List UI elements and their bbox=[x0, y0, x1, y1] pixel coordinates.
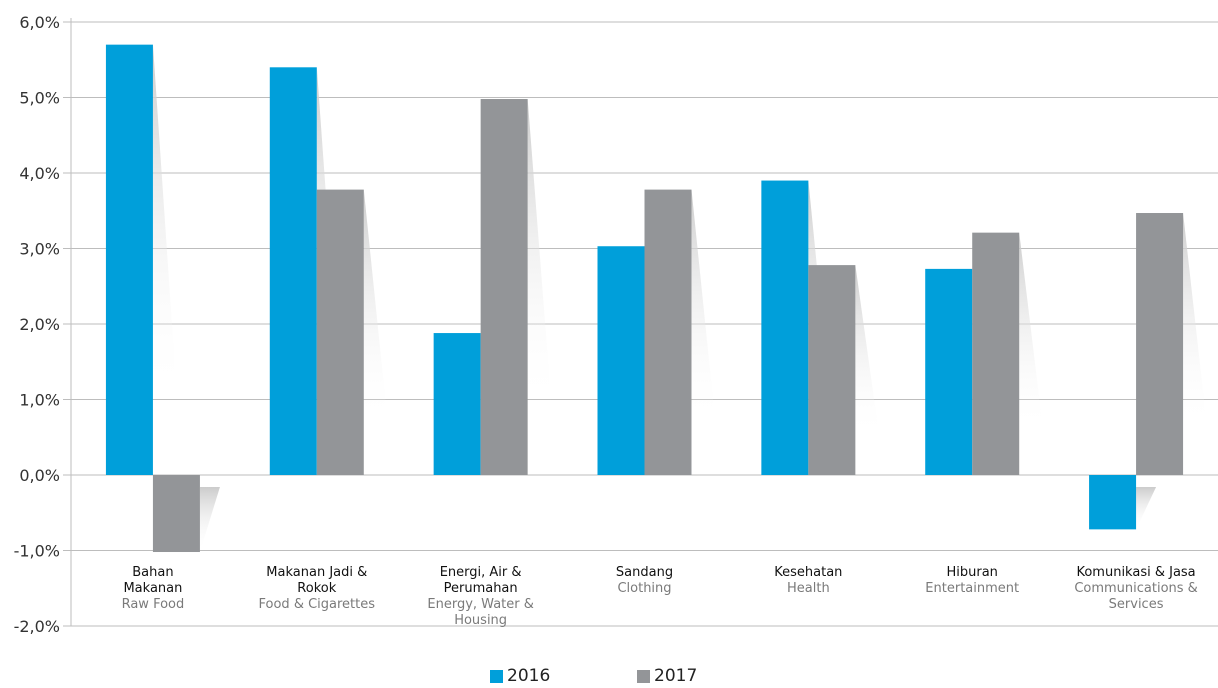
category-label-sub: Entertainment bbox=[925, 581, 1019, 596]
bar-2016 bbox=[925, 268, 973, 475]
category-label-main: Kesehatan bbox=[774, 565, 842, 580]
bar-2017 bbox=[480, 99, 528, 475]
bar-2017 bbox=[152, 475, 200, 553]
y-tick-label: 3,0% bbox=[19, 240, 60, 259]
bar-2017 bbox=[644, 189, 692, 476]
category-label-main: Makanan bbox=[123, 581, 182, 596]
category-label-sub: Housing bbox=[454, 613, 507, 628]
category-label-main: Komunikasi & Jasa bbox=[1076, 565, 1195, 580]
bar-shadow bbox=[855, 265, 880, 438]
legend-label: 2017 bbox=[654, 666, 698, 686]
category-label-sub: Clothing bbox=[617, 581, 671, 596]
category-label-main: Energi, Air & bbox=[440, 565, 522, 580]
bar-shadow bbox=[1183, 213, 1208, 428]
bar-2017 bbox=[1136, 213, 1184, 475]
bar-2017 bbox=[808, 265, 856, 475]
category-label-main: Sandang bbox=[616, 565, 673, 580]
category-label-sub: Energy, Water & bbox=[427, 597, 533, 612]
bar-2016 bbox=[105, 44, 153, 476]
category-label-sub: Raw Food bbox=[122, 597, 185, 612]
bar-chart: 6,0% 5,0% 4,0% 3,0% 2,0% 1,0% 0,0% -1,0% -2,0% B… bbox=[14, 13, 1218, 636]
legend-item-2016: 2016 bbox=[490, 666, 550, 686]
bar-2016 bbox=[1089, 475, 1137, 530]
category-label-main: Makanan Jadi & bbox=[266, 565, 367, 580]
category-label-sub: Communications & bbox=[1074, 581, 1198, 596]
bar-shadow bbox=[199, 487, 220, 553]
bar-2017 bbox=[316, 189, 364, 476]
legend-swatch bbox=[490, 669, 503, 683]
bar-2016 bbox=[433, 333, 481, 475]
y-tick-label: -2,0% bbox=[14, 617, 60, 636]
bars bbox=[105, 44, 1184, 553]
bar-shadow bbox=[527, 99, 552, 408]
legend-item-2017: 2017 bbox=[637, 666, 697, 686]
legend: 2016 2017 bbox=[0, 666, 1218, 688]
y-tick-label: 1,0% bbox=[19, 391, 60, 410]
bar-2016 bbox=[597, 246, 645, 475]
bar-shadow bbox=[691, 189, 716, 424]
y-tick-label: 6,0% bbox=[19, 13, 60, 32]
bar-shadow bbox=[1136, 487, 1157, 530]
bar-shadow bbox=[1019, 232, 1044, 432]
y-tick-label: 5,0% bbox=[19, 89, 60, 108]
category-label-main: Bahan bbox=[132, 565, 173, 580]
legend-swatch bbox=[637, 669, 650, 683]
bar-2017 bbox=[972, 232, 1020, 475]
y-tick-label: 2,0% bbox=[19, 315, 60, 334]
y-tick-label: -1,0% bbox=[14, 542, 60, 561]
category-label-main: Perumahan bbox=[444, 581, 518, 596]
category-label-main: Hiburan bbox=[946, 565, 997, 580]
legend-label: 2016 bbox=[507, 666, 551, 686]
bar-shadow bbox=[152, 44, 177, 398]
category-label-main: Rokok bbox=[297, 581, 336, 596]
bar-shadow bbox=[363, 189, 388, 424]
category-label-sub: Food & Cigarettes bbox=[259, 597, 376, 612]
y-axis: 6,0% 5,0% 4,0% 3,0% 2,0% 1,0% 0,0% -1,0% -2,0% bbox=[14, 13, 72, 636]
category-label-sub: Health bbox=[787, 581, 830, 596]
bar-2016 bbox=[761, 180, 809, 476]
y-tick-label: 4,0% bbox=[19, 164, 60, 183]
bar-2016 bbox=[269, 67, 317, 476]
y-tick-label: 0,0% bbox=[19, 466, 60, 485]
category-label-sub: Services bbox=[1109, 597, 1164, 612]
